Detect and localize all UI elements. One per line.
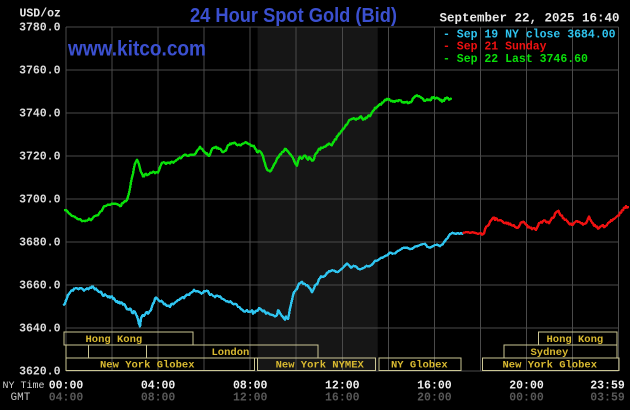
- svg-text:USD/oz: USD/oz: [20, 8, 62, 21]
- svg-text:NY Globex: NY Globex: [391, 360, 448, 372]
- svg-text:GMT: GMT: [11, 392, 31, 404]
- svg-text:24 Hour Spot Gold (Bid): 24 Hour Spot Gold (Bid): [190, 5, 397, 27]
- svg-text:3780.0: 3780.0: [19, 22, 61, 35]
- svg-text:3660.0: 3660.0: [19, 280, 61, 293]
- svg-text:3640.0: 3640.0: [19, 323, 61, 336]
- svg-text:04:00: 04:00: [141, 379, 176, 392]
- svg-text:New York Globex: New York Globex: [100, 360, 195, 372]
- svg-text:20:00: 20:00: [509, 379, 544, 392]
- svg-text:New York NYMEX: New York NYMEX: [276, 360, 365, 372]
- svg-text:20:00: 20:00: [417, 391, 452, 404]
- svg-text:- Sep 22 Last 3746.60: - Sep 22 Last 3746.60: [443, 53, 588, 66]
- svg-text:3700.0: 3700.0: [19, 194, 61, 207]
- svg-text:03:59: 03:59: [590, 391, 625, 404]
- svg-text:08:00: 08:00: [141, 391, 176, 404]
- svg-text:London: London: [212, 347, 250, 359]
- svg-text:23:59: 23:59: [590, 379, 625, 392]
- svg-text:Sydney: Sydney: [531, 347, 570, 359]
- svg-text:3680.0: 3680.0: [19, 237, 61, 250]
- svg-text:September 22, 2025 16:40: September 22, 2025 16:40: [440, 12, 620, 26]
- svg-text:16:00: 16:00: [325, 391, 360, 404]
- svg-text:3740.0: 3740.0: [19, 108, 61, 121]
- svg-text:www.kitco.com: www.kitco.com: [67, 37, 206, 60]
- svg-text:Hong Kong: Hong Kong: [86, 334, 143, 346]
- svg-text:3760.0: 3760.0: [19, 65, 61, 78]
- svg-text:00:00: 00:00: [509, 391, 544, 404]
- svg-text:3620.0: 3620.0: [19, 366, 61, 379]
- svg-text:NY Time: NY Time: [3, 380, 45, 392]
- svg-text:00:00: 00:00: [49, 379, 84, 392]
- svg-text:- Sep 19 NY close 3684.00: - Sep 19 NY close 3684.00: [443, 29, 616, 42]
- svg-text:04:00: 04:00: [49, 391, 84, 404]
- svg-text:12:00: 12:00: [233, 391, 268, 404]
- svg-text:3720.0: 3720.0: [19, 151, 61, 164]
- svg-text:16:00: 16:00: [417, 379, 452, 392]
- svg-text:Hong Kong: Hong Kong: [547, 334, 604, 346]
- svg-text:- Sep 21 Sunday: - Sep 21 Sunday: [443, 41, 547, 54]
- svg-text:12:00: 12:00: [325, 379, 360, 392]
- svg-text:08:00: 08:00: [233, 379, 268, 392]
- svg-text:New York Globex: New York Globex: [503, 360, 598, 372]
